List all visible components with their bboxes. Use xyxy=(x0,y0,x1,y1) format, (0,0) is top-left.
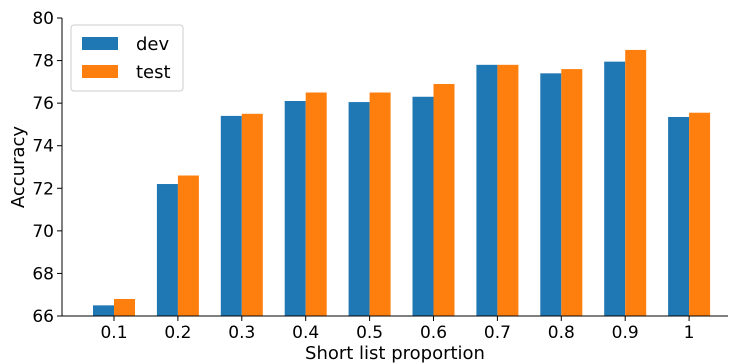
y-tick-label-70: 70 xyxy=(32,222,54,242)
bar-test-0.7 xyxy=(497,64,519,316)
bar-test-1 xyxy=(689,112,711,316)
bar-dev-0.2 xyxy=(156,184,178,316)
x-tick-label-0.8: 0.8 xyxy=(548,323,575,343)
bar-test-0.6 xyxy=(433,83,455,317)
x-tick-label-0.5: 0.5 xyxy=(356,323,383,343)
axes-layer xyxy=(61,18,728,317)
y-ticks: 66 68 70 72 74 76 78 80 xyxy=(32,9,62,327)
bar-dev-1 xyxy=(668,116,690,316)
x-tick-label-0.2: 0.2 xyxy=(164,323,191,343)
y-tick-label-74: 74 xyxy=(32,137,54,157)
bar-dev-0.7 xyxy=(476,64,498,316)
legend-label-test: test xyxy=(136,62,171,83)
x-axis-title: Short list proportion xyxy=(305,343,485,364)
bar-dev-0.1 xyxy=(93,305,114,316)
legend-swatch-test xyxy=(82,65,118,78)
x-tick-label-0.3: 0.3 xyxy=(228,323,255,343)
x-tick-label-0.6: 0.6 xyxy=(420,323,447,343)
y-tick-label-76: 76 xyxy=(32,94,54,114)
legend-label-dev: dev xyxy=(136,34,170,55)
x-ticks: 0.1 0.2 0.3 0.4 0.5 0.6 0.7 0.8 0.9 1 xyxy=(100,316,695,343)
bar-dev-0.3 xyxy=(220,115,242,316)
bar-test-0.8 xyxy=(561,69,583,316)
bar-test-0.2 xyxy=(177,175,199,316)
y-tick-label-72: 72 xyxy=(32,179,54,199)
y-tick-label-68: 68 xyxy=(32,264,54,284)
bars-layer xyxy=(93,49,711,317)
bar-dev-0.5 xyxy=(348,102,370,316)
legend-swatch-dev xyxy=(82,37,118,50)
bar-test-0.9 xyxy=(625,49,647,317)
x-tick-label-0.4: 0.4 xyxy=(292,323,319,343)
y-axis-title: Accuracy xyxy=(8,126,29,209)
bar-test-0.1 xyxy=(114,298,135,316)
bar-dev-0.9 xyxy=(604,61,626,316)
y-tick-label-80: 80 xyxy=(32,9,54,29)
x-tick-label-0.7: 0.7 xyxy=(484,323,511,343)
bar-test-0.5 xyxy=(369,92,391,316)
bar-dev-0.8 xyxy=(540,73,562,316)
bar-test-0.4 xyxy=(305,92,327,316)
x-tick-label-0.9: 0.9 xyxy=(612,323,639,343)
y-tick-label-66: 66 xyxy=(32,307,54,327)
legend: dev test xyxy=(70,24,184,92)
bar-dev-0.6 xyxy=(412,96,434,316)
bar-test-0.3 xyxy=(241,113,263,316)
bar-dev-0.4 xyxy=(284,101,306,316)
y-tick-label-78: 78 xyxy=(32,52,54,72)
x-tick-label-0.1: 0.1 xyxy=(100,323,127,343)
x-tick-label-1: 1 xyxy=(684,323,695,343)
